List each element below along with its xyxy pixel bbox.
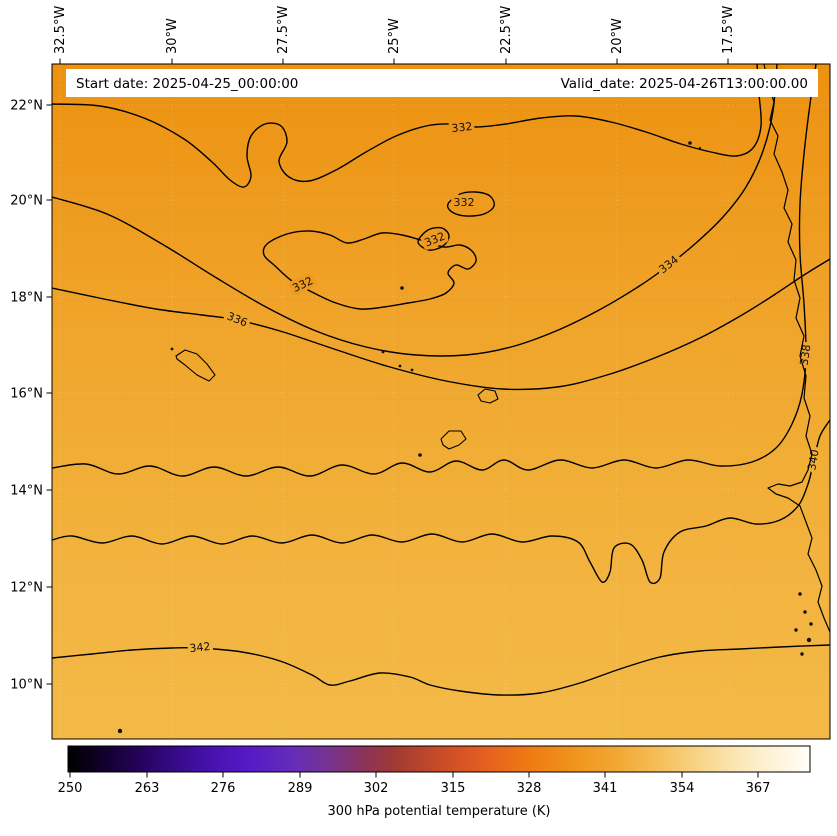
contour-line-336 bbox=[52, 258, 830, 391]
annotation-bar-bg bbox=[66, 69, 818, 97]
island-dot bbox=[688, 141, 692, 145]
contour-line-332 bbox=[417, 226, 450, 251]
contour-line-332 bbox=[52, 64, 762, 188]
contour-line-332 bbox=[262, 230, 477, 310]
colorbar-tick-label: 367 bbox=[746, 781, 771, 796]
lon-tick-label: 32.5°W bbox=[53, 6, 68, 54]
lat-tick-label: 14°N bbox=[10, 484, 43, 499]
valid-date-text: Valid_date: 2025-04-26T13:00:00.00 bbox=[561, 76, 808, 92]
contour-label-342: 342 bbox=[189, 640, 211, 655]
colorbar: 250 263 276 289 302 315 328 341 354 367 300 hPa p… bbox=[58, 745, 811, 819]
island-dot bbox=[418, 453, 422, 457]
colorbar-tick-label: 341 bbox=[593, 781, 618, 796]
colorbar-tick-label: 289 bbox=[288, 781, 313, 796]
lat-tick-label: 18°N bbox=[10, 291, 43, 306]
island-dot bbox=[798, 592, 802, 596]
colorbar-tick-label: 315 bbox=[441, 781, 466, 796]
island bbox=[175, 349, 216, 382]
island bbox=[477, 388, 499, 404]
island-dot bbox=[698, 146, 702, 150]
coastline bbox=[763, 64, 830, 633]
island-dot bbox=[806, 637, 812, 643]
island-dot bbox=[803, 610, 807, 614]
island-dot bbox=[398, 364, 402, 368]
colorbar-gradient bbox=[67, 745, 811, 773]
lon-tick-label: 25°W bbox=[387, 18, 402, 54]
colorbar-tick-label: 354 bbox=[670, 781, 695, 796]
lat-tick-label: 12°N bbox=[10, 581, 43, 596]
lat-tick-label: 22°N bbox=[10, 99, 43, 114]
island-dot bbox=[410, 368, 414, 372]
annotation-bar: Start date: 2025-04-25_00:00:00 Valid_da… bbox=[66, 69, 818, 97]
island-dot bbox=[400, 286, 404, 290]
lat-tick-label: 20°N bbox=[10, 194, 43, 209]
map-border bbox=[51, 63, 831, 740]
colorbar-tick-label: 302 bbox=[364, 781, 389, 796]
contour-line-342 bbox=[52, 644, 830, 696]
lat-tick-label: 16°N bbox=[10, 387, 43, 402]
colorbar-ticks: 250 263 276 289 302 315 328 341 354 367 bbox=[58, 772, 771, 796]
contour-label-332: 332 bbox=[451, 120, 473, 135]
island-dot bbox=[809, 622, 813, 626]
contour-line-340 bbox=[52, 419, 830, 585]
lon-tick-label: 22.5°W bbox=[499, 6, 514, 54]
map-fill bbox=[52, 64, 830, 739]
contour-line-338 bbox=[52, 64, 817, 477]
colorbar-tick-label: 276 bbox=[211, 781, 236, 796]
start-date-text: Start date: 2025-04-25_00:00:00 bbox=[76, 76, 298, 92]
contour-line-334 bbox=[52, 64, 778, 357]
island-dot bbox=[794, 628, 798, 632]
lon-tick-label: 30°W bbox=[165, 18, 180, 54]
lat-tick-label: 10°N bbox=[10, 678, 43, 693]
colorbar-tick-label: 328 bbox=[517, 781, 542, 796]
colorbar-tick-label: 250 bbox=[58, 781, 83, 796]
island-dot bbox=[800, 652, 804, 656]
lon-tick-label: 27.5°W bbox=[276, 6, 291, 54]
island-dot bbox=[117, 728, 123, 734]
lon-tick-label: 17.5°W bbox=[721, 6, 736, 54]
coastline-layer bbox=[117, 64, 830, 734]
colorbar-tick-label: 263 bbox=[135, 781, 160, 796]
island bbox=[440, 430, 467, 450]
contour-line-332 bbox=[446, 191, 495, 217]
axes: 32.5°W 30°W 27.5°W 25°W 22.5°W 20°W 17.5°W 22°N… bbox=[10, 6, 736, 693]
lon-tick-label: 20°W bbox=[610, 18, 625, 54]
colorbar-title: 300 hPa potential temperature (K) bbox=[327, 804, 550, 819]
island-dot bbox=[170, 347, 174, 351]
island-dot bbox=[381, 350, 385, 354]
contour-label-332: 332 bbox=[454, 196, 475, 209]
gridlines bbox=[52, 64, 830, 739]
